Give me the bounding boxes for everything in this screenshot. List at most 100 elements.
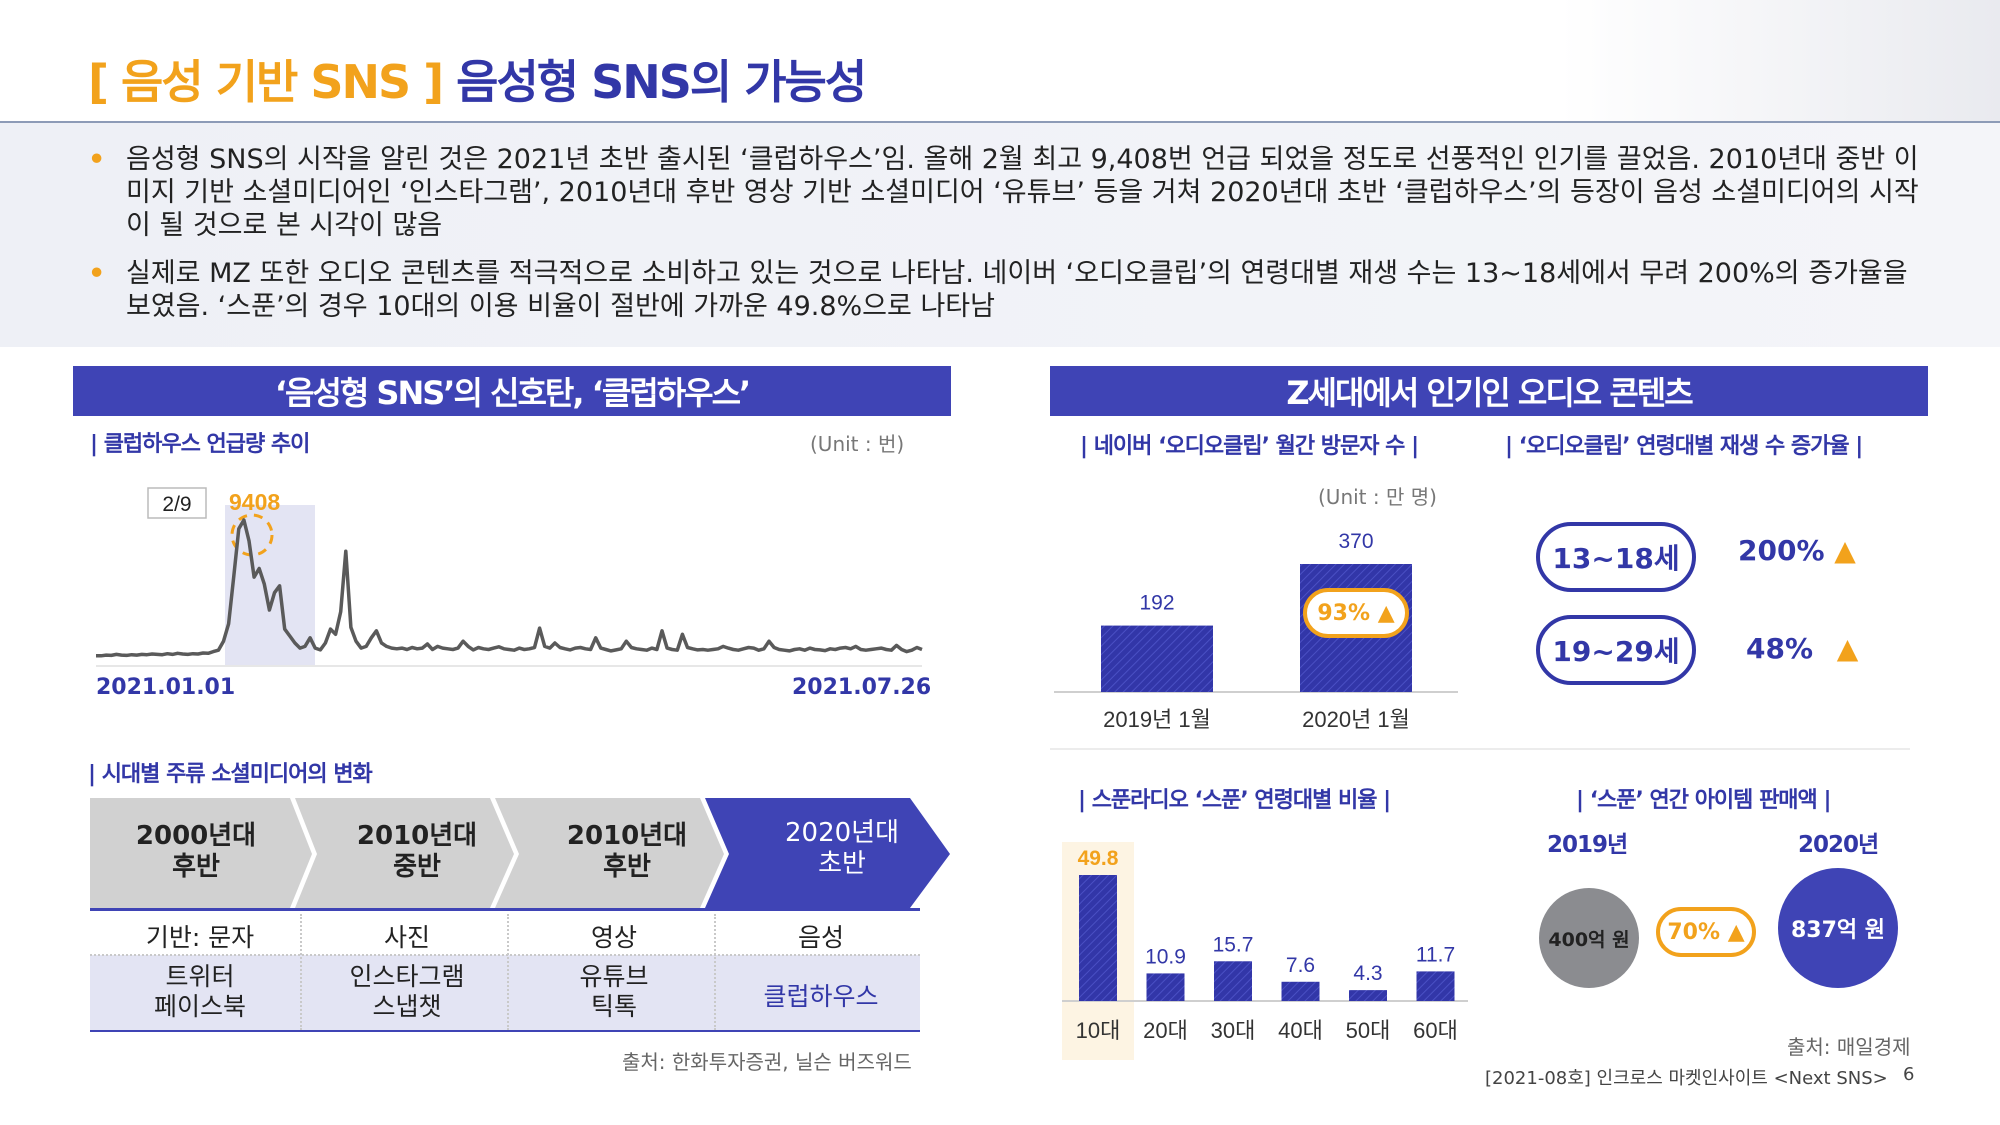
growth-pct-13-18: 200% bbox=[1738, 534, 1825, 567]
visitors-unit: (Unit : 만 명) bbox=[1318, 485, 1437, 509]
table-top-rule bbox=[90, 908, 920, 911]
x-start-label: 2021.01.01 bbox=[96, 675, 236, 700]
footer-issue: [2021-08호] 인크로스 마켓인사이트 <Next SNS> bbox=[1485, 1068, 1888, 1089]
title-area bbox=[0, 0, 2000, 122]
sales-subtitle: | ‘스푼’ 연간 아이템 판매액 | bbox=[1576, 788, 1831, 813]
sales-year-2019: 2019년 bbox=[1547, 832, 1628, 858]
up-triangle-icon: ▲ bbox=[1834, 534, 1856, 567]
spoon-bar bbox=[1416, 971, 1455, 1001]
table-bottom-rule bbox=[90, 1030, 920, 1032]
mention-subtitle: | 클럽하우스 언급량 추이 bbox=[90, 432, 310, 457]
era-chevrons bbox=[90, 798, 950, 908]
bullet-dot-icon: • bbox=[88, 258, 106, 289]
peak-circle-marker bbox=[230, 513, 274, 557]
spoon-value-label: 11.7 bbox=[1416, 943, 1455, 966]
platform-cell-2: 인스타그램 스냅챗 bbox=[349, 962, 465, 1021]
intro-bullet-1: • 음성형 SNS의 시작을 알린 것은 2021년 초반 출시된 ‘클럽하우스… bbox=[88, 143, 1919, 243]
spoon-value-label: 7.6 bbox=[1286, 954, 1315, 977]
col-divider bbox=[507, 914, 509, 1030]
mention-line-chart: 2/9 9408 bbox=[96, 487, 923, 667]
spoon-bars: 49.8 10대 10.9 20대 15.7 30대 7.6 40대 4.3 50대 11.7 60대 bbox=[1076, 847, 1458, 1043]
spoon-bar bbox=[1349, 990, 1387, 1001]
visitors-bar bbox=[1101, 625, 1213, 692]
spoon-subtitle: | 스푼라디오 ‘스푼’ 연령대별 비율 | bbox=[1078, 788, 1391, 813]
line-points bbox=[96, 518, 923, 658]
platform-row-bg bbox=[90, 955, 920, 1031]
spoon-bar-chart: 49.8 10대 10.9 20대 15.7 30대 7.6 40대 4.3 50대 11.7 60대 bbox=[1062, 842, 1468, 1060]
mention-unit: (Unit : 번) bbox=[810, 432, 905, 456]
page-number: 6 bbox=[1903, 1064, 1915, 1085]
age-pill-19-29: 19~29세 bbox=[1536, 615, 1696, 685]
sales-circle-2020: 837억 원 bbox=[1778, 868, 1898, 988]
spoon-bar bbox=[1079, 875, 1117, 1001]
era-label-2: 2010년대 중반 bbox=[356, 821, 478, 882]
spoon-category-label: 10대 bbox=[1076, 1018, 1121, 1043]
spoon-bar bbox=[1146, 973, 1185, 1001]
intro-text-2: 실제로 MZ 또한 오디오 콘텐츠를 적극적으로 소비하고 있는 것으로 나타남… bbox=[126, 258, 1908, 322]
mention-series-line bbox=[96, 518, 923, 658]
up-triangle-icon: ▲ bbox=[1836, 632, 1859, 665]
growth-pct-19-29: 48% bbox=[1746, 632, 1814, 665]
chevron-2010s-mid bbox=[295, 798, 514, 908]
left-source: 출처: 한화투자증권, 닐슨 버즈워드 bbox=[622, 1050, 912, 1074]
era-label-4: 2020년대 초반 bbox=[784, 818, 899, 879]
spoon-value-label: 4.3 bbox=[1353, 962, 1382, 985]
x-end-label: 2021.07.26 bbox=[792, 675, 932, 700]
left-section-title: ‘음성형 SNS’의 신호탄, ‘클럽하우스’ bbox=[73, 366, 951, 416]
platform-cell-1: 트위터 페이스북 bbox=[153, 962, 246, 1021]
right-source: 출처: 매일경제 bbox=[1787, 1035, 1911, 1059]
visitors-bar-chart: 192 2019년 1월 370 2020년 1월 bbox=[1054, 530, 1458, 732]
intro-bullet-2: • 실제로 MZ 또한 오디오 콘텐츠를 적극적으로 소비하고 있는 것으로 나… bbox=[88, 257, 1908, 327]
peak-date-label: 2/9 bbox=[162, 493, 191, 516]
spoon-category-label: 60대 bbox=[1413, 1018, 1458, 1043]
growth-subtitle: | ‘오디오클립’ 연령대별 재생 수 증가율 | bbox=[1505, 434, 1863, 459]
chevron-2020s-early bbox=[705, 798, 950, 908]
spoon-bar bbox=[1214, 961, 1252, 1001]
spoon-bar bbox=[1281, 981, 1320, 1001]
spoon-category-label: 30대 bbox=[1211, 1018, 1256, 1043]
col-divider bbox=[300, 914, 302, 1030]
page-title: [ 음성 기반 SNS ] 음성형 SNS의 가능성 bbox=[88, 46, 867, 112]
sales-circle-2019: 400억 원 bbox=[1539, 888, 1639, 988]
sales-growth-badge: 70% ▲ bbox=[1656, 907, 1756, 957]
spoon-category-label: 40대 bbox=[1278, 1018, 1323, 1043]
platform-cell-4: 클럽하우스 bbox=[763, 982, 879, 1011]
base-cell-4: 음성 bbox=[797, 923, 844, 952]
visitors-category-label: 2019년 1월 bbox=[1103, 707, 1211, 732]
visitors-growth-badge: 93% ▲ bbox=[1303, 588, 1409, 638]
right-divider bbox=[1050, 748, 1910, 750]
chevron-2000s-late bbox=[90, 798, 312, 908]
growth-value-13-18: 200% ▲ bbox=[1738, 534, 1856, 567]
base-cell-2: 사진 bbox=[383, 923, 430, 952]
change-subtitle: | 시대별 주류 소셜미디어의 변화 bbox=[88, 762, 373, 787]
base-cell-3: 영상 bbox=[590, 923, 637, 952]
spoon-category-label: 20대 bbox=[1143, 1018, 1188, 1043]
title-main: 음성형 SNS의 가능성 bbox=[456, 55, 867, 109]
visitors-category-label: 2020년 1월 bbox=[1302, 707, 1410, 732]
spoon-value-label: 10.9 bbox=[1145, 945, 1186, 968]
visitors-value-label: 370 bbox=[1338, 530, 1373, 553]
title-divider bbox=[0, 121, 2000, 123]
intro-text-1: 음성형 SNS의 시작을 알린 것은 2021년 초반 출시된 ‘클럽하우스’임… bbox=[126, 144, 1919, 241]
peak-date-box bbox=[147, 487, 207, 519]
spoon-value-label: 15.7 bbox=[1213, 933, 1254, 956]
title-prefix: [ 음성 기반 SNS ] bbox=[88, 55, 444, 109]
age-pill-13-18: 13~18세 bbox=[1536, 522, 1696, 592]
platform-cell-3: 유튜브 틱톡 bbox=[579, 962, 649, 1021]
visitors-subtitle: | 네이버 ‘오디오클립’ 월간 방문자 수 | bbox=[1080, 434, 1419, 459]
right-section-title: Z세대에서 인기인 오디오 콘텐츠 bbox=[1050, 366, 1928, 416]
spoon-category-label: 50대 bbox=[1346, 1018, 1391, 1043]
era-label-1: 2000년대 후반 bbox=[135, 821, 257, 882]
bullet-dot-icon: • bbox=[88, 144, 106, 175]
growth-value-19-29: 48% ▲ bbox=[1746, 632, 1858, 665]
visitors-value-label: 192 bbox=[1139, 592, 1174, 615]
intro-panel bbox=[0, 123, 2000, 347]
sales-year-2020: 2020년 bbox=[1798, 832, 1879, 858]
col-divider bbox=[714, 914, 716, 1030]
peak-value-label: 9408 bbox=[229, 489, 280, 515]
row-divider bbox=[90, 954, 920, 956]
spoon-value-label: 49.8 bbox=[1078, 847, 1119, 870]
chevron-2010s-late bbox=[495, 798, 724, 908]
base-cell-1: 기반: 문자 bbox=[145, 923, 255, 952]
era-label-3: 2010년대 후반 bbox=[566, 821, 688, 882]
